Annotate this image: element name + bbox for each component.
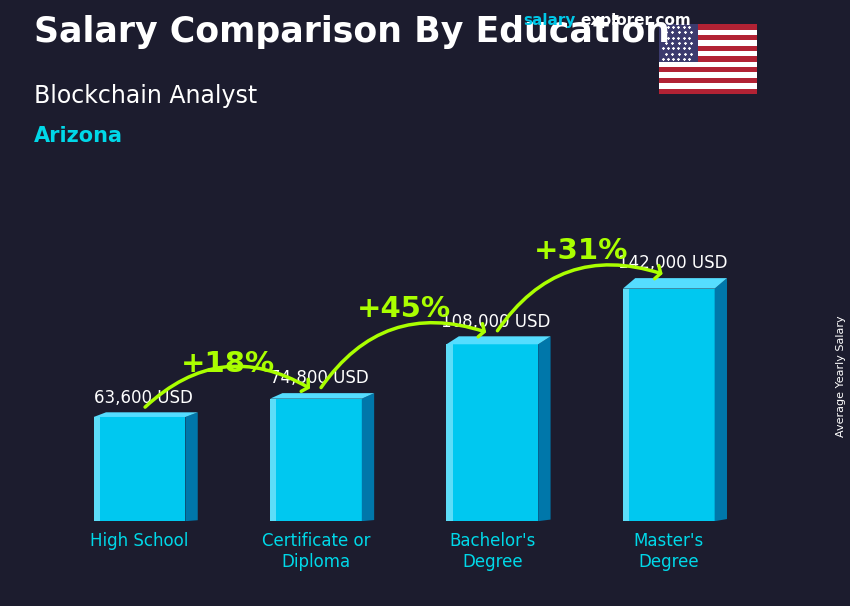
Text: Blockchain Analyst: Blockchain Analyst (34, 84, 258, 108)
Text: 74,800 USD: 74,800 USD (270, 370, 369, 387)
Polygon shape (538, 336, 551, 521)
Text: +31%: +31% (534, 237, 628, 265)
Bar (659, 41, 756, 45)
Text: +45%: +45% (357, 295, 451, 323)
Polygon shape (623, 278, 727, 288)
Polygon shape (270, 399, 276, 521)
Polygon shape (94, 417, 185, 521)
Bar (659, 67, 756, 73)
Text: Salary Comparison By Education: Salary Comparison By Education (34, 15, 670, 49)
Bar (659, 24, 756, 30)
Polygon shape (715, 278, 727, 521)
Bar (659, 24, 698, 62)
Polygon shape (270, 399, 362, 521)
Text: 108,000 USD: 108,000 USD (441, 313, 551, 331)
Polygon shape (623, 288, 629, 521)
Bar (659, 35, 756, 41)
Bar (659, 83, 756, 88)
Bar (659, 56, 756, 62)
Bar (659, 45, 756, 51)
Polygon shape (185, 412, 198, 521)
Polygon shape (94, 412, 198, 417)
Text: explorer.com: explorer.com (581, 13, 691, 28)
Bar (659, 51, 756, 56)
Text: 142,000 USD: 142,000 USD (618, 255, 728, 272)
Text: salary: salary (523, 13, 575, 28)
Polygon shape (446, 344, 538, 521)
Bar (659, 73, 756, 78)
Text: +18%: +18% (181, 350, 275, 379)
Polygon shape (446, 336, 551, 344)
Text: 63,600 USD: 63,600 USD (94, 388, 193, 407)
Bar (659, 30, 756, 35)
Bar (659, 62, 756, 67)
Polygon shape (623, 288, 715, 521)
Polygon shape (270, 393, 374, 399)
Bar (659, 88, 756, 94)
Polygon shape (94, 417, 100, 521)
Polygon shape (362, 393, 374, 521)
Text: Arizona: Arizona (34, 126, 123, 146)
Text: Average Yearly Salary: Average Yearly Salary (836, 315, 846, 436)
Polygon shape (446, 344, 453, 521)
Bar (659, 78, 756, 83)
